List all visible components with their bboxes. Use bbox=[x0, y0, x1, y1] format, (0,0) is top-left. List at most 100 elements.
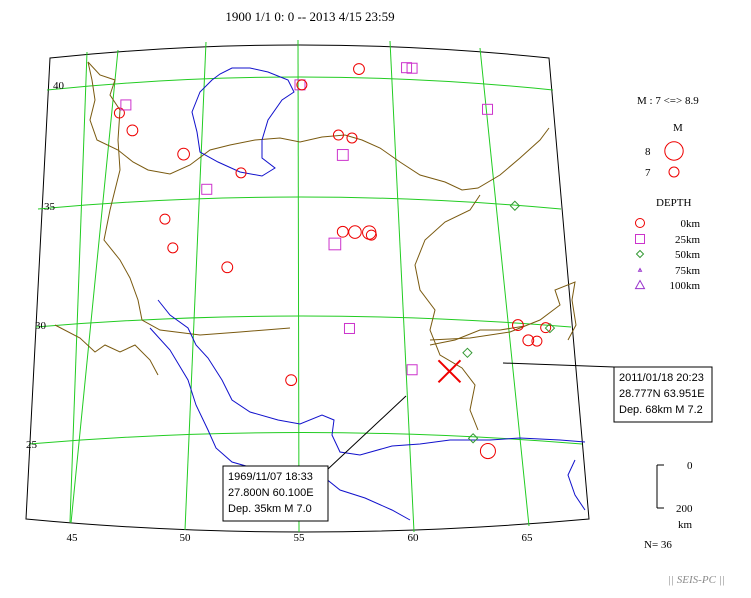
legend-mag-label-8: 8 bbox=[645, 146, 651, 158]
graticule bbox=[28, 39, 583, 533]
depth-scale bbox=[656, 464, 664, 509]
legend-depth-label: 25km bbox=[675, 234, 701, 246]
event-marker-square bbox=[401, 62, 413, 74]
map-frame bbox=[25, 44, 590, 533]
event-marker-diamond bbox=[462, 347, 473, 359]
latitude-line-30 bbox=[35, 315, 572, 328]
depth-scale-bottom: 200 bbox=[676, 503, 693, 515]
legend-magnitude-circle bbox=[668, 166, 680, 178]
border-southeast bbox=[429, 281, 577, 341]
latitude-label: 30 bbox=[35, 320, 47, 332]
longitude-label: 60 bbox=[408, 532, 420, 544]
latitude-label: 35 bbox=[44, 201, 56, 213]
legend-depth-label: 50km bbox=[675, 249, 701, 261]
longitude-label: 50 bbox=[180, 532, 192, 544]
legend-depth-diamond bbox=[635, 249, 645, 259]
legend-magnitude-range: M : 7 <=> 8.9 bbox=[637, 95, 699, 107]
callout-box bbox=[222, 465, 329, 522]
latitude-line-40 bbox=[46, 76, 554, 91]
earthquake-events bbox=[113, 62, 556, 460]
legend-depth-circle bbox=[635, 218, 645, 228]
longitude-line-65 bbox=[479, 47, 530, 527]
legend-depth-items: 0km 25km 50km 75km 100km bbox=[634, 218, 701, 292]
callout-coords: 27.800N 60.100E bbox=[228, 487, 314, 499]
depth-scale-top: 0 bbox=[687, 460, 693, 472]
longitude-label: 65 bbox=[522, 532, 534, 544]
event-marker-square bbox=[343, 322, 355, 334]
event-marker-circle bbox=[296, 79, 308, 91]
legend-depth-label: 75km bbox=[675, 265, 701, 277]
border-north bbox=[87, 61, 550, 191]
event-marker-circle bbox=[126, 124, 139, 137]
event-marker-circle bbox=[285, 374, 298, 387]
border-west bbox=[87, 61, 291, 336]
latitude-label: 40 bbox=[53, 80, 65, 92]
event-marker-circle bbox=[332, 129, 344, 141]
longitude-line-45 bbox=[69, 51, 88, 523]
callout-depth-mag: Dep. 68km M 7.2 bbox=[619, 404, 703, 416]
event-marker-circle bbox=[479, 443, 496, 460]
event-marker-cross bbox=[437, 359, 462, 384]
legend-depth-label: 0km bbox=[680, 218, 700, 230]
legend-magnitude-symbols bbox=[664, 141, 684, 178]
event-marker-circle bbox=[346, 132, 358, 144]
event-marker-circle bbox=[511, 319, 524, 332]
border-gulf bbox=[54, 324, 159, 376]
callout-box bbox=[613, 366, 713, 423]
callout-date: 1969/11/07 18:33 bbox=[228, 471, 313, 483]
legend-depth-triangle bbox=[634, 279, 646, 290]
longitude-line-60 bbox=[389, 40, 415, 533]
callout-leader-1969 bbox=[327, 395, 407, 470]
longitude-labels: 45 50 55 60 65 bbox=[67, 532, 534, 544]
callout-leader-2011 bbox=[502, 362, 615, 368]
event-marker-circle bbox=[235, 167, 247, 179]
event-marker-circle bbox=[177, 147, 190, 161]
legend-magnitude-title: M bbox=[673, 122, 683, 134]
callout-date: 2011/01/18 20:23 bbox=[619, 372, 704, 384]
border-afghan bbox=[429, 325, 526, 346]
event-marker-circle bbox=[221, 261, 234, 274]
latitude-line-35 bbox=[37, 196, 562, 210]
legend-depth-triangle bbox=[637, 267, 643, 272]
longitude-line-50 bbox=[70, 49, 119, 524]
callout-coords: 28.777N 63.951E bbox=[619, 388, 705, 400]
indus-river bbox=[567, 459, 586, 511]
event-marker-circle bbox=[348, 225, 362, 239]
event-marker-diamond bbox=[544, 322, 556, 334]
callout-1969: 1969/11/07 18:33 27.800N 60.100E Dep. 35… bbox=[222, 465, 329, 522]
event-marker-square bbox=[328, 237, 342, 251]
longitude-label: 55 bbox=[294, 532, 306, 544]
event-marker-square bbox=[406, 62, 418, 74]
event-marker-square bbox=[336, 149, 349, 161]
event-marker-square bbox=[482, 103, 494, 115]
longitude-line-52 bbox=[184, 41, 207, 531]
latitude-line-25 bbox=[28, 432, 583, 445]
legend-depth-square bbox=[635, 234, 645, 244]
border-east bbox=[414, 194, 481, 431]
callout-depth-mag: Dep. 35km M 7.0 bbox=[228, 503, 312, 515]
map-title: 1900 1/1 0: 0 -- 2013 4/15 23:59 bbox=[225, 9, 394, 24]
legend-mag-label-7: 7 bbox=[645, 167, 651, 179]
event-marker-diamond bbox=[509, 200, 521, 211]
legend-magnitude-circle bbox=[664, 141, 684, 161]
country-borders bbox=[54, 61, 577, 431]
event-marker-square bbox=[120, 99, 132, 111]
caspian-sea-coast bbox=[191, 67, 295, 177]
event-marker-square bbox=[406, 364, 418, 376]
event-marker-circle bbox=[113, 107, 125, 119]
event-marker-circle bbox=[353, 63, 365, 75]
latitude-labels: 40 35 30 25 bbox=[26, 80, 65, 451]
footer-brand: || SEIS-PC || bbox=[668, 574, 725, 586]
event-marker-circle bbox=[159, 213, 171, 225]
event-marker-circle bbox=[365, 229, 377, 241]
legend-depth-label: 100km bbox=[669, 280, 700, 292]
persian-gulf-south bbox=[149, 327, 301, 473]
event-marker-square bbox=[201, 183, 213, 195]
event-marker-circle bbox=[167, 242, 179, 254]
callout-2011: 2011/01/18 20:23 28.777N 63.951E Dep. 68… bbox=[613, 366, 713, 423]
event-marker-circle bbox=[362, 225, 377, 240]
event-marker-circle bbox=[531, 335, 543, 347]
event-marker-circle bbox=[540, 322, 552, 334]
